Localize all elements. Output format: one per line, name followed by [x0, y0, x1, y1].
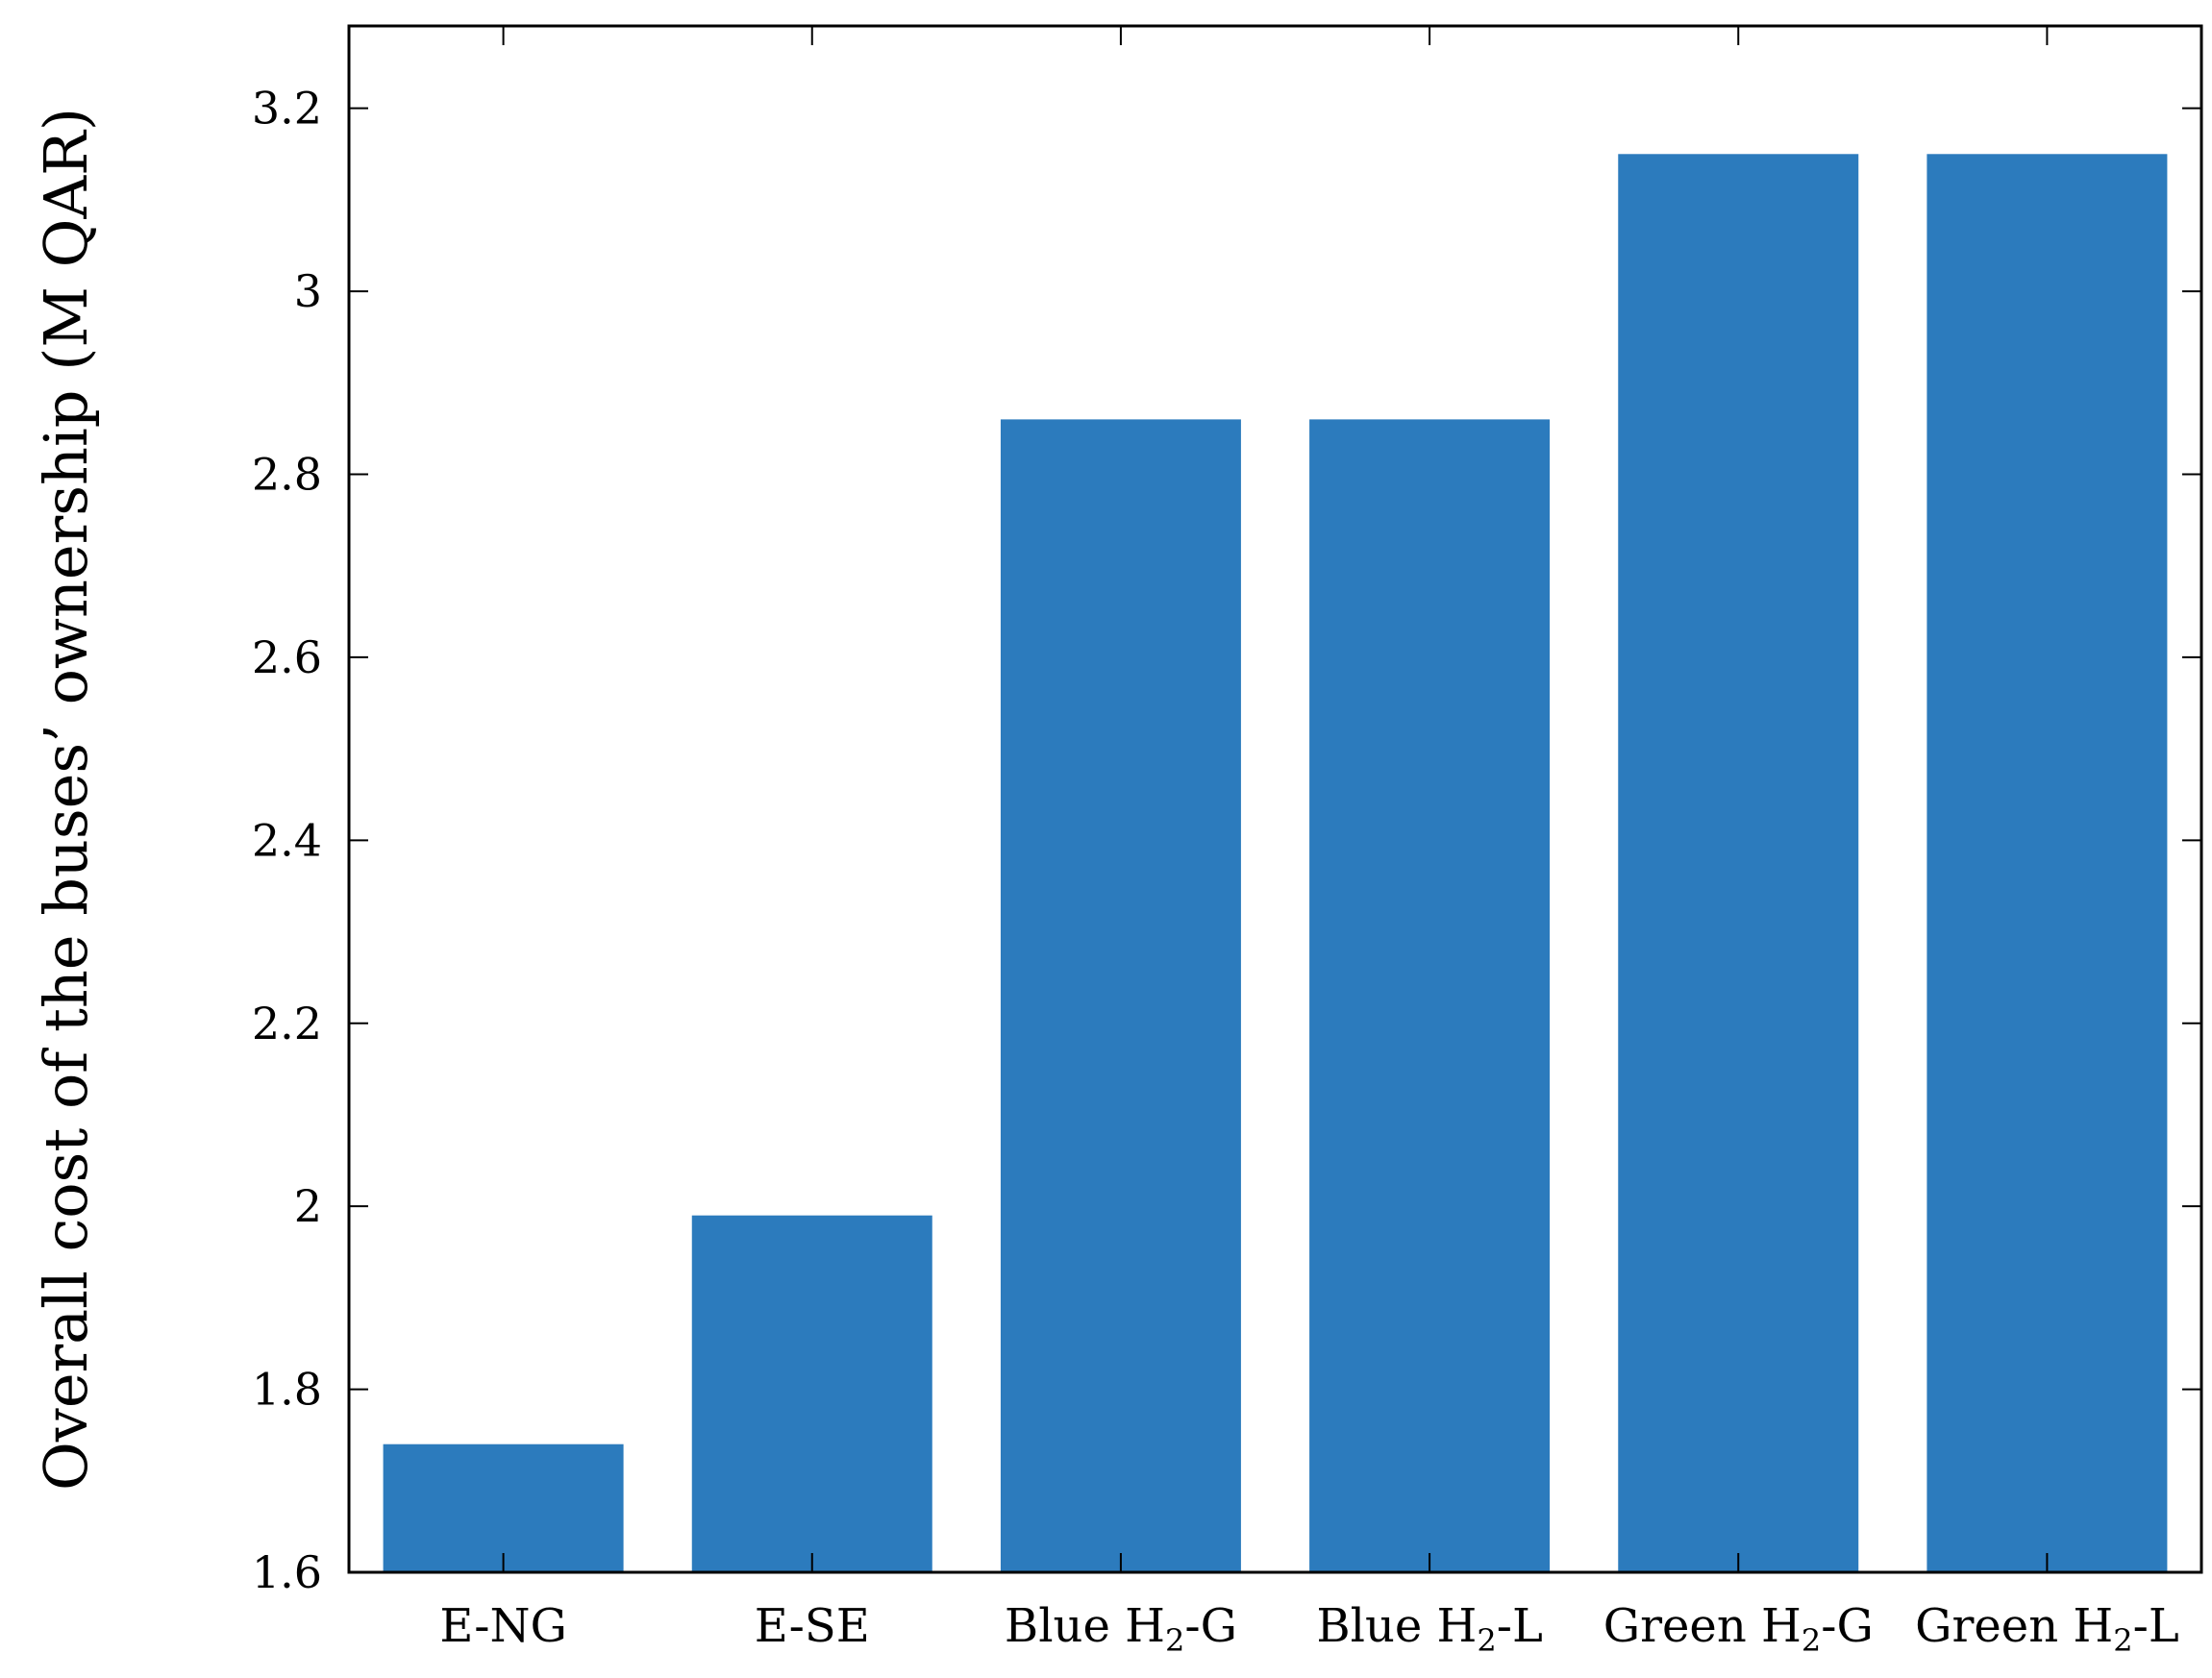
x-category-label: Green H2-G	[1603, 1599, 1874, 1659]
y-tick-label: 2.6	[252, 631, 322, 683]
y-tick-label: 2.4	[252, 814, 322, 866]
x-category-label: E-NG	[439, 1599, 567, 1653]
bar-blue-h2-l	[1309, 419, 1551, 1573]
x-category-label: E-SE	[755, 1599, 870, 1653]
y-tick-label: 2.2	[252, 998, 322, 1049]
y-tick-label: 1.6	[252, 1546, 322, 1598]
bar-e-se	[691, 1215, 932, 1572]
y-tick-label: 3	[294, 265, 322, 317]
bar-blue-h2-g	[1000, 419, 1241, 1573]
y-tick-label: 2.8	[252, 449, 322, 501]
y-tick-labels: 1.6 1.8 2 2.2 2.4 2.6 2.8 3 3.2	[252, 83, 322, 1598]
y-tick-label: 1.8	[252, 1364, 322, 1416]
y-tick-label: 3.2	[252, 83, 322, 135]
bar-e-ng	[383, 1444, 624, 1572]
y-axis-title: Overall cost of the buses’ ownership (M …	[31, 108, 101, 1491]
bar-green-h2-l	[1926, 154, 2168, 1573]
x-tick-labels: E-NG E-SE Blue H2-G Blue H2-L Green H2-G Gree…	[439, 1599, 2178, 1659]
x-category-label: Blue H2-L	[1316, 1599, 1543, 1659]
ticks-layer	[349, 26, 2201, 1573]
bars-layer	[383, 154, 2168, 1573]
x-category-label: Green H2-L	[1915, 1599, 2179, 1659]
y-tick-label: 2	[294, 1180, 322, 1232]
bar-green-h2-g	[1618, 154, 1859, 1573]
x-category-label: Blue H2-G	[1005, 1599, 1237, 1659]
plot-frame	[347, 24, 2203, 1574]
